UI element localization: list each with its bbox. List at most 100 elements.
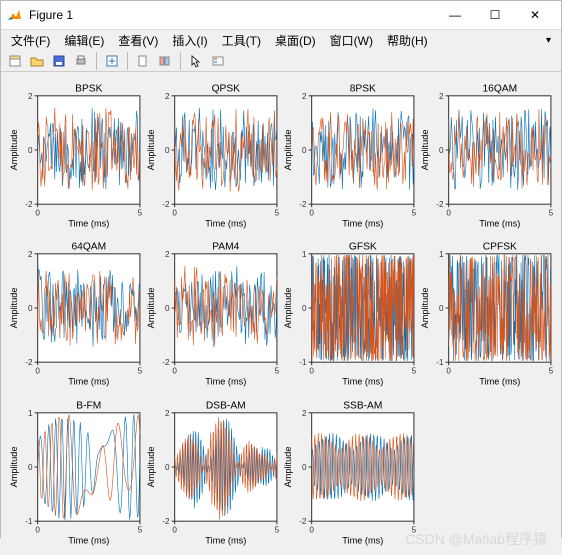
menu-view[interactable]: 查看(V) [112, 30, 164, 51]
subplot-title: GFSK [349, 242, 377, 253]
svg-text:5: 5 [275, 367, 280, 376]
svg-text:2: 2 [165, 409, 170, 418]
new-figure-icon[interactable] [5, 51, 25, 71]
subplot-svg: 16QAM -20205 Time (ms) Amplitude [418, 80, 555, 234]
subplot-title: QPSK [212, 84, 241, 95]
subplot-cpfsk[interactable]: CPFSK -10105 Time (ms) Amplitude [418, 238, 555, 392]
svg-text:0: 0 [28, 146, 33, 155]
svg-text:0: 0 [165, 463, 170, 472]
ylabel: Amplitude [146, 288, 156, 329]
svg-text:-1: -1 [25, 517, 33, 526]
svg-text:0: 0 [165, 304, 170, 313]
subplot-title: B-FM [76, 400, 101, 411]
svg-text:0: 0 [446, 208, 451, 217]
subplot-title: 8PSK [350, 84, 376, 95]
close-button[interactable]: ✕ [515, 1, 555, 29]
ylabel: Amplitude [9, 288, 19, 329]
subplot-bpsk[interactable]: BPSK -20205 Time (ms) Amplitude [7, 80, 144, 234]
insert-legend-icon[interactable] [208, 51, 228, 71]
subplot-gfsk[interactable]: GFSK -10105 Time (ms) Amplitude [281, 238, 418, 392]
svg-text:0: 0 [35, 367, 40, 376]
ylabel: Amplitude [283, 446, 293, 487]
subplot-b-fm[interactable]: B-FM -10105 Time (ms) Amplitude [7, 397, 144, 551]
svg-text:-2: -2 [162, 517, 170, 526]
svg-text:0: 0 [165, 146, 170, 155]
svg-text:0: 0 [302, 304, 307, 313]
subplot-dsb-am[interactable]: DSB-AM -20205 Time (ms) Amplitude [144, 397, 281, 551]
menu-file[interactable]: 文件(F) [5, 30, 56, 51]
subplot-svg: GFSK -10105 Time (ms) Amplitude [281, 238, 418, 392]
subplot-svg: SSB-AM -20205 Time (ms) Amplitude [281, 397, 418, 551]
svg-text:0: 0 [309, 208, 314, 217]
toolbar-separator [96, 52, 97, 70]
menu-corner-icon[interactable]: ▾ [540, 35, 557, 46]
subplot-qpsk[interactable]: QPSK -20205 Time (ms) Amplitude [144, 80, 281, 234]
colorbar-icon[interactable] [155, 51, 175, 71]
svg-text:0: 0 [439, 146, 444, 155]
print-icon[interactable] [71, 51, 91, 71]
maximize-button[interactable]: ☐ [475, 1, 515, 29]
svg-text:5: 5 [412, 208, 417, 217]
empty-cell [418, 397, 555, 551]
subplot-pam4[interactable]: PAM4 -20205 Time (ms) Amplitude [144, 238, 281, 392]
open-icon[interactable] [27, 51, 47, 71]
menu-edit[interactable]: 编辑(E) [58, 30, 110, 51]
svg-text:5: 5 [138, 367, 143, 376]
figure-window: Figure 1 — ☐ ✕ 文件(F) 编辑(E) 查看(V) 插入(I) 工… [0, 0, 562, 538]
svg-text:1: 1 [439, 250, 444, 259]
svg-text:5: 5 [275, 208, 280, 217]
window-title: Figure 1 [29, 8, 435, 22]
svg-text:5: 5 [275, 525, 280, 534]
xlabel: Time (ms) [479, 377, 520, 387]
titlebar: Figure 1 — ☐ ✕ [1, 1, 561, 30]
svg-text:-2: -2 [25, 359, 33, 368]
svg-text:-2: -2 [299, 517, 307, 526]
datacursor-icon[interactable] [133, 51, 153, 71]
save-icon[interactable] [49, 51, 69, 71]
xlabel: Time (ms) [342, 535, 383, 545]
svg-text:5: 5 [549, 367, 554, 376]
menu-tools[interactable]: 工具(T) [216, 30, 267, 51]
svg-text:0: 0 [28, 304, 33, 313]
svg-text:5: 5 [412, 367, 417, 376]
menu-help[interactable]: 帮助(H) [381, 30, 434, 51]
svg-text:0: 0 [309, 367, 314, 376]
ylabel: Amplitude [146, 130, 156, 171]
subplot-title: 64QAM [71, 242, 106, 253]
menu-desktop[interactable]: 桌面(D) [269, 30, 322, 51]
xlabel: Time (ms) [205, 535, 246, 545]
menu-insert[interactable]: 插入(I) [166, 30, 213, 51]
svg-text:0: 0 [28, 463, 33, 472]
subplot-svg: B-FM -10105 Time (ms) Amplitude [7, 397, 144, 551]
subplot-16qam[interactable]: 16QAM -20205 Time (ms) Amplitude [418, 80, 555, 234]
subplot-8psk[interactable]: 8PSK -20205 Time (ms) Amplitude [281, 80, 418, 234]
svg-text:0: 0 [439, 304, 444, 313]
subplot-ssb-am[interactable]: SSB-AM -20205 Time (ms) Amplitude [281, 397, 418, 551]
menu-window[interactable]: 窗口(W) [324, 30, 379, 51]
link-icon[interactable] [102, 51, 122, 71]
svg-text:5: 5 [549, 208, 554, 217]
window-buttons: — ☐ ✕ [435, 1, 555, 29]
svg-text:1: 1 [28, 409, 33, 418]
svg-text:-2: -2 [162, 359, 170, 368]
svg-text:2: 2 [165, 250, 170, 259]
svg-text:0: 0 [172, 208, 177, 217]
ylabel: Amplitude [283, 130, 293, 171]
minimize-button[interactable]: — [435, 1, 475, 29]
subplot-title: DSB-AM [206, 400, 246, 411]
svg-text:-2: -2 [436, 200, 444, 209]
subplot-64qam[interactable]: 64QAM -20205 Time (ms) Amplitude [7, 238, 144, 392]
svg-text:-1: -1 [436, 359, 444, 368]
axes-box [38, 254, 140, 362]
menubar: 文件(F) 编辑(E) 查看(V) 插入(I) 工具(T) 桌面(D) 窗口(W… [1, 30, 561, 51]
xlabel: Time (ms) [205, 377, 246, 387]
svg-text:-2: -2 [162, 200, 170, 209]
subplot-svg: QPSK -20205 Time (ms) Amplitude [144, 80, 281, 234]
ylabel: Amplitude [9, 130, 19, 171]
toolbar [1, 51, 561, 72]
xlabel: Time (ms) [68, 535, 109, 545]
pointer-icon[interactable] [186, 51, 206, 71]
subplot-grid: BPSK -20205 Time (ms) Amplitude QPSK -20… [7, 80, 555, 551]
svg-text:-2: -2 [25, 200, 33, 209]
svg-text:0: 0 [309, 525, 314, 534]
